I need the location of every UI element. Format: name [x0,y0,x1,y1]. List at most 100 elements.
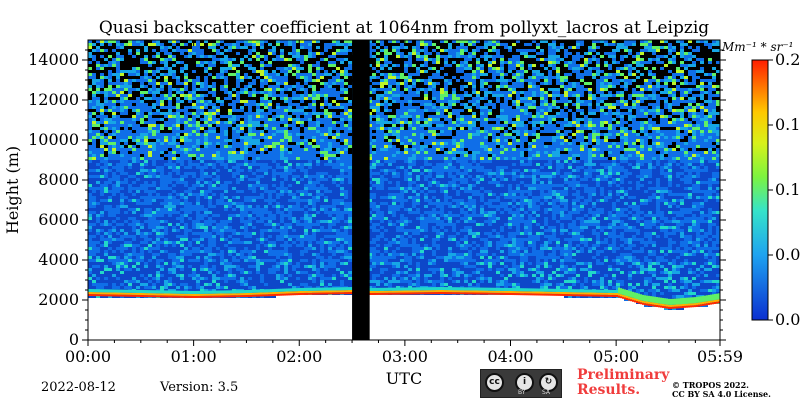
heatmap-cell [132,163,136,166]
heatmap-cell [292,199,296,202]
heatmap-cell [108,238,112,241]
heatmap-cell [144,130,148,133]
heatmap-cell [136,226,140,229]
heatmap-cell [136,121,140,124]
heatmap-cell [220,94,224,97]
heatmap-cell [132,85,136,88]
heatmap-cell [284,121,288,124]
heatmap-cell [292,220,296,223]
heatmap-cell [156,229,160,232]
heatmap-cell [120,100,124,103]
heatmap-cell [184,223,188,226]
heatmap-cell [172,277,176,280]
heatmap-cell [288,205,292,208]
heatmap-cell [220,139,224,142]
heatmap-cell [232,76,236,79]
heatmap-cell [252,106,256,109]
heatmap-cell [188,211,192,214]
heatmap-cell [140,70,144,73]
heatmap-cell [268,130,272,133]
heatmap-cell [216,274,220,277]
heatmap-cell [88,235,92,238]
heatmap-cell [140,154,144,157]
heatmap-cell [208,277,212,280]
heatmap-cell [272,214,276,217]
heatmap-cell [208,133,212,136]
heatmap-cell [188,253,192,256]
heatmap-cell [304,178,308,181]
heatmap-cell [192,193,196,196]
heatmap-cell [252,136,256,139]
heatmap-cell [148,46,152,49]
heatmap-cell [256,199,260,202]
heatmap-cell [248,94,252,97]
heatmap-cell [260,88,264,91]
heatmap-cell [172,256,176,259]
heatmap-cell [316,223,320,226]
heatmap-cell [108,61,112,64]
heatmap-cell [276,94,280,97]
heatmap-cell [200,190,204,193]
heatmap-cell [180,142,184,145]
heatmap-cell [180,238,184,241]
heatmap-cell [212,232,216,235]
heatmap-cell [160,226,164,229]
heatmap-cell [260,136,264,139]
heatmap-cell [244,283,248,286]
heatmap-cell [180,202,184,205]
heatmap-cell [224,196,228,199]
heatmap-cell [204,283,208,286]
heatmap-cell [156,220,160,223]
heatmap-cell [88,49,92,52]
heatmap-cell [216,124,220,127]
heatmap-cell [168,97,172,100]
heatmap-cell [232,232,236,235]
heatmap-cell [116,124,120,127]
heatmap-cell [184,187,188,190]
heatmap-cell [112,187,116,190]
heatmap-cell [148,208,152,211]
heatmap-cell [264,217,268,220]
heatmap-cell [144,58,148,61]
heatmap-cell [292,205,296,208]
heatmap-cell [260,250,264,253]
heatmap-cell [128,193,132,196]
heatmap-cell [220,208,224,211]
heatmap-cell [156,139,160,142]
heatmap-cell [256,133,260,136]
heatmap-cell [108,202,112,205]
heatmap-cell [228,220,232,223]
heatmap-cell [116,181,120,184]
heatmap-cell [224,85,228,88]
heatmap-cell [264,154,268,157]
heatmap-cell [256,196,260,199]
heatmap-cell [144,202,148,205]
heatmap-cell [132,49,136,52]
heatmap-cell [100,58,104,61]
heatmap-cell [96,76,100,79]
heatmap-cell [268,160,272,163]
heatmap-cell [236,280,240,283]
heatmap-cell [200,169,204,172]
heatmap-cell [196,268,200,271]
heatmap-cell [108,178,112,181]
heatmap-cell [152,121,156,124]
heatmap-cell [88,190,92,193]
heatmap-cell [300,208,304,211]
heatmap-cell [164,238,168,241]
heatmap-cell [224,259,228,262]
heatmap-cell [296,46,300,49]
heatmap-cell [272,211,276,214]
heatmap-cell [184,250,188,253]
heatmap-cell [308,184,312,187]
heatmap-cell [184,199,188,202]
heatmap-cell [248,262,252,265]
heatmap-cell [164,256,168,259]
heatmap-cell [176,130,180,133]
heatmap-cell [292,259,296,262]
heatmap-cell [192,91,196,94]
heatmap-cell [176,253,180,256]
heatmap-cell [136,229,140,232]
heatmap-cell [212,244,216,247]
heatmap-cell [312,145,316,148]
